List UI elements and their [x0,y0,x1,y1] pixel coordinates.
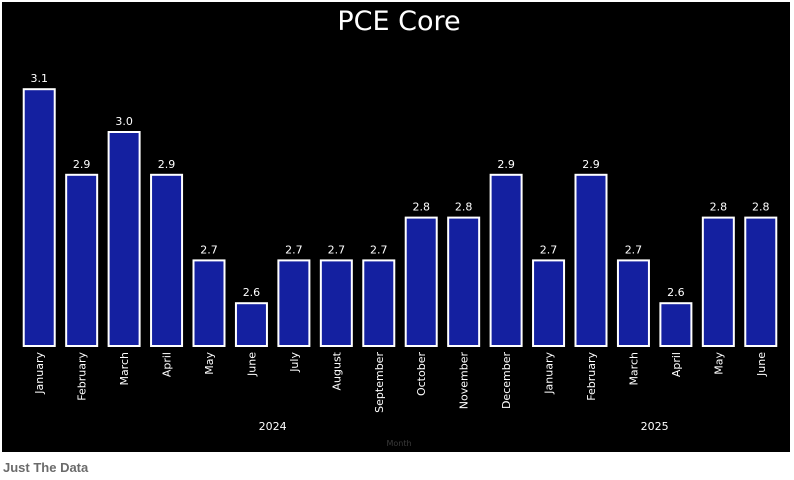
x-tick-label-7: July [288,352,301,373]
chart-panel: PCE Core 3.1 2.9 3.0 2.9 2.7 2.6 2.7 2.7 2.7 2.8 2… [2,2,790,452]
value-label-4: 2.9 [158,158,176,171]
x-tick-label-16: April [670,352,683,377]
bar-11 [447,216,481,347]
value-label-10: 2.8 [412,201,430,214]
bar-7 [277,259,311,347]
x-tick-label-3: March [118,352,131,386]
value-label-17: 2.8 [710,201,728,214]
source-credit: Just The Data [3,460,89,475]
value-label-12: 2.9 [497,158,515,171]
value-label-2: 2.9 [73,158,91,171]
chart-title: PCE Core [337,6,460,37]
bar-1 [22,88,56,347]
x-tick-label-13: January [543,352,556,395]
x-tick-label-8: August [330,351,343,390]
value-label-13: 2.7 [540,243,558,256]
x-tick-label-11: November [458,352,471,410]
bar-18 [744,216,778,347]
bar-15 [616,259,650,347]
x-tick-label-4: April [161,352,174,377]
bars-layer [22,88,778,348]
value-label-5: 2.7 [200,243,218,256]
value-label-11: 2.8 [455,201,473,214]
bar-16 [659,302,693,348]
x-tick-label-5: May [203,352,216,375]
value-label-7: 2.7 [285,243,303,256]
value-label-14: 2.9 [582,158,600,171]
value-label-3: 3.0 [115,115,133,128]
bar-5 [192,259,226,347]
x-tick-label-1: January [33,352,46,395]
x-tick-label-12: December [500,352,513,410]
value-label-16: 2.6 [667,286,685,299]
value-label-6: 2.6 [243,286,261,299]
bar-9 [362,259,396,347]
year-label-2024: 2024 [259,420,287,433]
x-tick-labels: January February March April May June July Augu… [33,351,768,412]
x-axis-title: Month [386,439,411,448]
bar-6 [234,302,268,348]
year-label-2025: 2025 [641,420,669,433]
bar-2 [65,173,99,347]
value-label-18: 2.8 [752,201,770,214]
x-tick-label-2: February [76,352,89,401]
x-tick-label-18: June [755,352,768,377]
value-label-1: 3.1 [30,72,48,85]
bar-10 [404,216,438,347]
x-tick-label-9: September [373,352,386,413]
x-tick-label-15: March [627,352,640,386]
bar-14 [574,173,608,347]
value-label-9: 2.7 [370,243,388,256]
bar-4 [150,173,184,347]
x-tick-label-6: June [245,352,258,377]
value-label-15: 2.7 [625,243,643,256]
year-labels: 2024 2025 [259,420,669,433]
bar-17 [701,216,735,347]
bar-8 [319,259,353,347]
x-tick-label-14: February [585,352,598,401]
bar-3 [107,131,141,347]
x-tick-label-17: May [712,352,725,375]
bar-chart: PCE Core 3.1 2.9 3.0 2.9 2.7 2.6 2.7 2.7 2.7 2.8 2… [22,6,778,448]
value-labels-layer: 3.1 2.9 3.0 2.9 2.7 2.6 2.7 2.7 2.7 2.8 2.8 2.9 2.7 2… [30,72,769,299]
bar-13 [532,259,566,347]
value-label-8: 2.7 [328,243,346,256]
bar-12 [489,173,523,347]
x-tick-label-10: October [415,352,428,396]
